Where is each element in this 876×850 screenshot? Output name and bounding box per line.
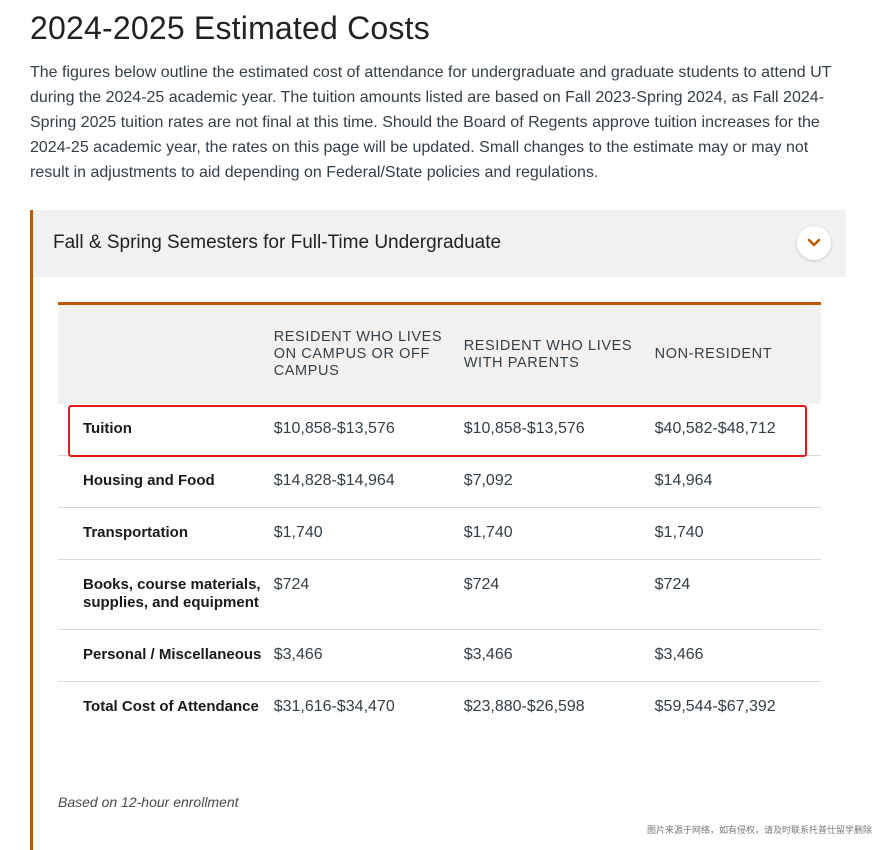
cost-table: RESIDENT WHO LIVES ON CAMPUS OR OFF CAMP… — [58, 302, 821, 733]
intro-paragraph: The figures below outline the estimated … — [30, 64, 832, 181]
table-row-housing: Housing and Food $14,828-$14,964 $7,092 … — [58, 455, 821, 508]
table-row-tuition: Tuition $10,858-$13,576 $10,858-$13,576 … — [58, 404, 821, 456]
table-row-books: Books, course materials, supplies, and e… — [58, 559, 821, 630]
header-non-resident: NON-RESIDENT — [654, 303, 821, 404]
cell-resident-parents: $3,466 — [463, 629, 655, 682]
cell-resident-parents: $1,740 — [463, 507, 655, 560]
header-resident-parents: RESIDENT WHO LIVES WITH PARENTS — [463, 303, 655, 404]
page-title: 2024-2025 Estimated Costs — [30, 10, 430, 46]
cell-resident-parents: $724 — [463, 559, 655, 630]
cell-non-resident: $14,964 — [654, 455, 821, 508]
row-label: Transportation — [58, 507, 274, 560]
watermark: 图片来源于网络，如有侵权，请及时联系托普仕留学删除 — [646, 825, 872, 835]
chevron-down-icon — [807, 238, 821, 247]
cell-resident-campus: $724 — [273, 559, 464, 630]
row-label: Housing and Food — [58, 455, 274, 508]
cell-non-resident: $724 — [654, 559, 821, 630]
row-label: Personal / Miscellaneous — [58, 629, 274, 682]
accordion-title: Fall & Spring Semesters for Full-Time Un… — [53, 232, 502, 253]
cell-resident-campus: $1,740 — [273, 507, 464, 560]
row-label: Books, course materials, supplies, and e… — [58, 559, 274, 630]
row-label: Total Cost of Attendance — [83, 698, 259, 715]
table-row-total: Total Cost of Attendance $31,616-$34,470… — [58, 682, 821, 734]
cell-resident-parents: $10,858-$13,576 — [463, 404, 655, 456]
row-label: Tuition — [58, 404, 274, 456]
accordion-header[interactable]: Fall & Spring Semesters for Full-Time Un… — [33, 210, 846, 277]
cell-resident-campus: $14,828-$14,964 — [273, 455, 464, 508]
table-header-row: RESIDENT WHO LIVES ON CAMPUS OR OFF CAMP… — [58, 303, 821, 404]
cost-accordion: Fall & Spring Semesters for Full-Time Un… — [30, 210, 849, 850]
cell-resident-campus: $3,466 — [273, 629, 464, 682]
cell-resident-parents: $7,092 — [463, 455, 655, 508]
cell-resident-campus: $10,858-$13,576 — [273, 404, 464, 456]
cell-non-resident: $3,466 — [654, 629, 821, 682]
cell-non-resident: $1,740 — [654, 507, 821, 560]
cell-non-resident: $59,544-$67,392 — [654, 698, 776, 715]
table-row-personal: Personal / Miscellaneous $3,466 $3,466 $… — [58, 629, 821, 682]
cell-resident-campus: $31,616-$34,470 — [273, 698, 395, 715]
cell-resident-parents: $23,880-$26,598 — [463, 698, 585, 715]
header-resident-campus: RESIDENT WHO LIVES ON CAMPUS OR OFF CAMP… — [273, 303, 464, 404]
accordion-toggle-button[interactable] — [797, 226, 831, 260]
footnote: Based on 12-hour enrollment — [58, 794, 239, 810]
header-empty — [58, 303, 274, 404]
cell-non-resident: $40,582-$48,712 — [654, 404, 821, 456]
table-row-transportation: Transportation $1,740 $1,740 $1,740 — [58, 507, 821, 560]
